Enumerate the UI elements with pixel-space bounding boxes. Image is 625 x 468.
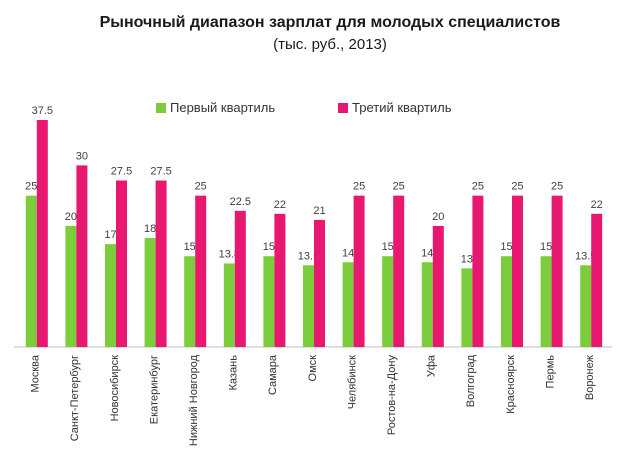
data-label-first-quartile-10: 14: [421, 247, 433, 259]
data-label-first-quartile-12: 15: [500, 241, 512, 253]
data-label-third-quartile-8: 25: [353, 181, 365, 193]
bar-third-quartile-4: [195, 195, 207, 347]
bar-first-quartile-9: [382, 256, 394, 347]
bar-first-quartile-0: [25, 195, 37, 347]
category-label-14: Воронеж: [584, 354, 596, 400]
category-label-13: Пермь: [544, 355, 556, 389]
bar-third-quartile-14: [591, 213, 603, 347]
data-label-third-quartile-14: 22: [591, 199, 603, 211]
bar-first-quartile-3: [144, 238, 156, 347]
category-label-2: Новосибирск: [109, 355, 121, 422]
category-label-9: Ростов-на-Дону: [386, 355, 398, 436]
bar-third-quartile-6: [274, 213, 286, 347]
bar-third-quartile-7: [314, 219, 325, 347]
data-label-third-quartile-12: 25: [511, 181, 523, 193]
bar-third-quartile-2: [116, 180, 127, 347]
bar-third-quartile-0: [36, 120, 48, 347]
category-label-1: Санкт-Петербург: [69, 355, 81, 441]
bar-first-quartile-12: [501, 256, 512, 347]
legend-item-third-quartile: Третий квартиль: [338, 100, 452, 115]
category-label-6: Самара: [267, 354, 279, 395]
data-label-third-quartile-6: 22: [274, 199, 286, 211]
data-label-first-quartile-5: 13.8: [219, 248, 240, 260]
category-label-10: Уфа: [426, 354, 438, 377]
bar-third-quartile-3: [155, 180, 167, 347]
bar-third-quartile-12: [512, 195, 523, 347]
category-label-7: Омск: [307, 355, 319, 382]
data-label-third-quartile-9: 25: [393, 181, 405, 193]
data-label-third-quartile-2: 27.5: [111, 166, 132, 178]
bar-third-quartile-13: [551, 195, 563, 347]
chart-title: Рыночный диапазон зарплат для молодых сп…: [99, 14, 561, 31]
category-label-5: Казань: [228, 355, 240, 391]
category-label-0: Москва: [30, 354, 42, 392]
bar-first-quartile-6: [263, 256, 275, 347]
category-label-8: Челябинск: [346, 355, 358, 409]
data-label-third-quartile-0: 37.5: [32, 105, 53, 117]
bar-first-quartile-8: [342, 262, 354, 347]
legend-label-first-quartile: Первый квартиль: [170, 100, 276, 115]
data-label-first-quartile-3: 18: [144, 223, 156, 235]
bar-first-quartile-2: [105, 244, 116, 347]
data-label-first-quartile-4: 15: [184, 241, 196, 253]
data-label-third-quartile-3: 27.5: [150, 166, 171, 178]
data-label-first-quartile-1: 20: [65, 211, 77, 223]
bar-first-quartile-11: [461, 268, 473, 347]
bar-first-quartile-7: [303, 265, 314, 347]
bar-first-quartile-13: [540, 256, 552, 347]
legend-swatch-third-quartile: [338, 102, 348, 113]
bar-first-quartile-1: [65, 225, 77, 347]
category-label-12: Красноярск: [505, 355, 517, 414]
category-label-4: Нижний Новгород: [188, 354, 200, 446]
bar-first-quartile-5: [223, 263, 235, 347]
data-label-first-quartile-13: 15: [540, 241, 552, 253]
bar-first-quartile-10: [421, 262, 433, 347]
data-label-third-quartile-1: 30: [76, 150, 88, 162]
bar-third-quartile-11: [472, 195, 484, 347]
data-label-third-quartile-13: 25: [551, 181, 563, 193]
bar-third-quartile-5: [234, 210, 246, 347]
bar-third-quartile-9: [393, 195, 405, 347]
bar-third-quartile-1: [76, 165, 88, 347]
bar-third-quartile-10: [432, 225, 444, 347]
data-label-first-quartile-7: 13.5: [298, 250, 319, 262]
data-label-third-quartile-11: 25: [472, 181, 484, 193]
data-label-first-quartile-6: 15: [263, 241, 275, 253]
legend-swatch-first-quartile: [156, 102, 166, 113]
data-label-first-quartile-8: 14: [342, 247, 354, 259]
data-label-third-quartile-4: 25: [195, 181, 207, 193]
data-label-third-quartile-5: 22.5: [230, 196, 251, 208]
data-label-third-quartile-7: 21: [313, 205, 325, 217]
data-label-first-quartile-2: 17: [104, 229, 116, 241]
category-label-11: Волгоград: [465, 354, 477, 407]
data-label-third-quartile-10: 20: [432, 211, 444, 223]
data-label-first-quartile-14: 13.5: [575, 250, 596, 262]
bar-first-quartile-14: [580, 265, 592, 347]
legend-item-first-quartile: Первый квартиль: [156, 100, 275, 115]
legend-label-third-quartile: Третий квартиль: [352, 100, 452, 115]
bar-first-quartile-4: [184, 256, 196, 347]
data-label-first-quartile-11: 13: [461, 253, 473, 265]
data-label-first-quartile-9: 15: [382, 241, 394, 253]
category-label-3: Екатеринбург: [148, 355, 160, 424]
data-label-first-quartile-0: 25: [25, 181, 37, 193]
bar-third-quartile-8: [353, 195, 365, 347]
chart-subtitle: (тыс. руб., 2013): [273, 36, 387, 53]
